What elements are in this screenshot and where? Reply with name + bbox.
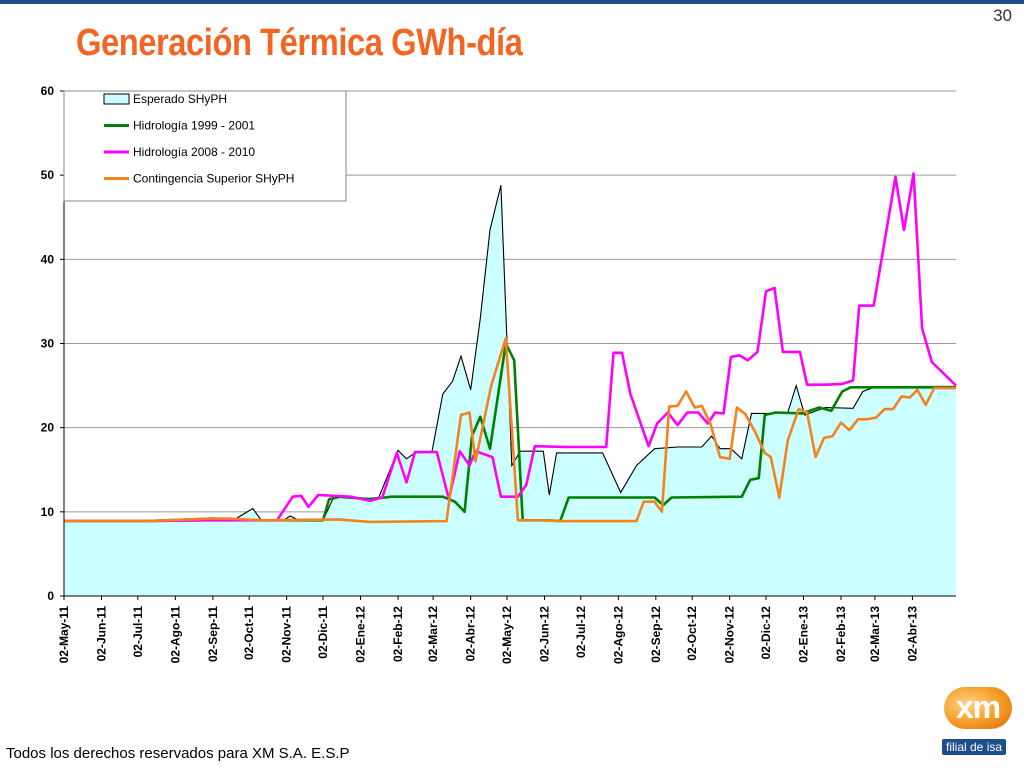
x-tick-label-02-Mar-13: 02-Mar-13 — [868, 606, 882, 662]
y-tick-label-40: 40 — [41, 252, 55, 266]
y-tick-label-10: 10 — [41, 505, 55, 519]
legend-label-0: Esperado SHyPH — [133, 92, 227, 106]
x-tick-label-02-Ago-11: 02-Ago-11 — [168, 606, 182, 664]
x-tick-label-02-May-12: 02-May-12 — [500, 606, 514, 664]
y-tick-label-50: 50 — [41, 168, 55, 182]
x-tick-label-02-Sep-12: 02-Sep-12 — [649, 606, 663, 663]
x-tick-label-02-Mar-12: 02-Mar-12 — [426, 606, 440, 662]
y-tick-label-30: 30 — [41, 337, 55, 351]
thermal-generation-chart: 0 10 20 30 40 50 60 02-May-11 02-Jun-11 02-Jul-11… — [41, 84, 957, 664]
legend-label-3: Contingencia Superior SHyPH — [133, 172, 294, 186]
x-tick-label-02-Dic-12: 02-Dic-12 — [759, 606, 773, 660]
x-tick-label-02-Jul-12: 02-Jul-12 — [574, 606, 588, 658]
x-tick-label-02-Abr-13: 02-Abr-13 — [905, 606, 919, 662]
x-tick-label-02-Dic-11: 02-Dic-11 — [316, 606, 330, 659]
x-tick-label-02-Oct-12: 02-Oct-12 — [685, 606, 699, 661]
x-tick-label-02-Sep-11: 02-Sep-11 — [206, 606, 220, 662]
x-tick-label-02-Jun-12: 02-Jun-12 — [537, 606, 551, 662]
xm-logo-mark: xm — [944, 687, 1012, 729]
page-number: 30 — [993, 6, 1012, 25]
y-tick-label-60: 60 — [41, 84, 55, 98]
x-tick-label-02-Nov-12: 02-Nov-12 — [723, 606, 737, 664]
series-line-3 — [64, 337, 956, 524]
x-tick-label-02-Jul-11: 02-Jul-11 — [131, 606, 145, 658]
x-tick-label-02-Jun-11: 02-Jun-11 — [95, 606, 109, 662]
x-tick-label-02-Ago-12: 02-Ago-12 — [611, 606, 625, 664]
x-tick-label-02-Nov-11: 02-Nov-11 — [280, 606, 294, 663]
top-accent-band — [0, 0, 1024, 4]
y-tick-label-20: 20 — [41, 421, 55, 435]
legend-swatch-0 — [103, 93, 130, 105]
legend: Esperado SHyPH Hidrología 1999 - 2001 Hidr… — [63, 90, 347, 202]
series-area-esperado-shyph — [64, 185, 956, 597]
x-tick-label-02-May-11: 02-May-11 — [57, 606, 71, 664]
legend-box — [63, 90, 347, 202]
legend-label-1: Hidrología 1999 - 2001 — [133, 119, 255, 133]
x-tick-label-02-Oct-11: 02-Oct-11 — [242, 606, 256, 660]
x-tick-label-02-Ene-13: 02-Ene-13 — [797, 606, 811, 663]
isa-subsidiary-label: filial de isa — [942, 739, 1007, 755]
x-tick-label-02-Abr-12: 02-Abr-12 — [464, 606, 478, 662]
y-tick-label-0: 0 — [47, 589, 54, 603]
chart-title: Generación Térmica GWh-día — [76, 22, 523, 64]
x-tick-label-02-Feb-13: 02-Feb-13 — [834, 606, 848, 662]
x-tick-label-02-Feb-12: 02-Feb-12 — [391, 606, 405, 662]
x-tick-label-02-Ene-12: 02-Ene-12 — [354, 606, 368, 663]
footer-copyright: Todos los derechos reservados para XM S.… — [6, 745, 350, 762]
legend-label-2: Hidrología 2008 - 2010 — [133, 145, 255, 159]
xm-logo: xm filial de isa — [934, 673, 1024, 768]
series-line-2 — [64, 172, 957, 523]
chart-area: 0 10 20 30 40 50 60 02-May-11 02-Jun-11 02-Jul-11… — [0, 78, 1024, 688]
